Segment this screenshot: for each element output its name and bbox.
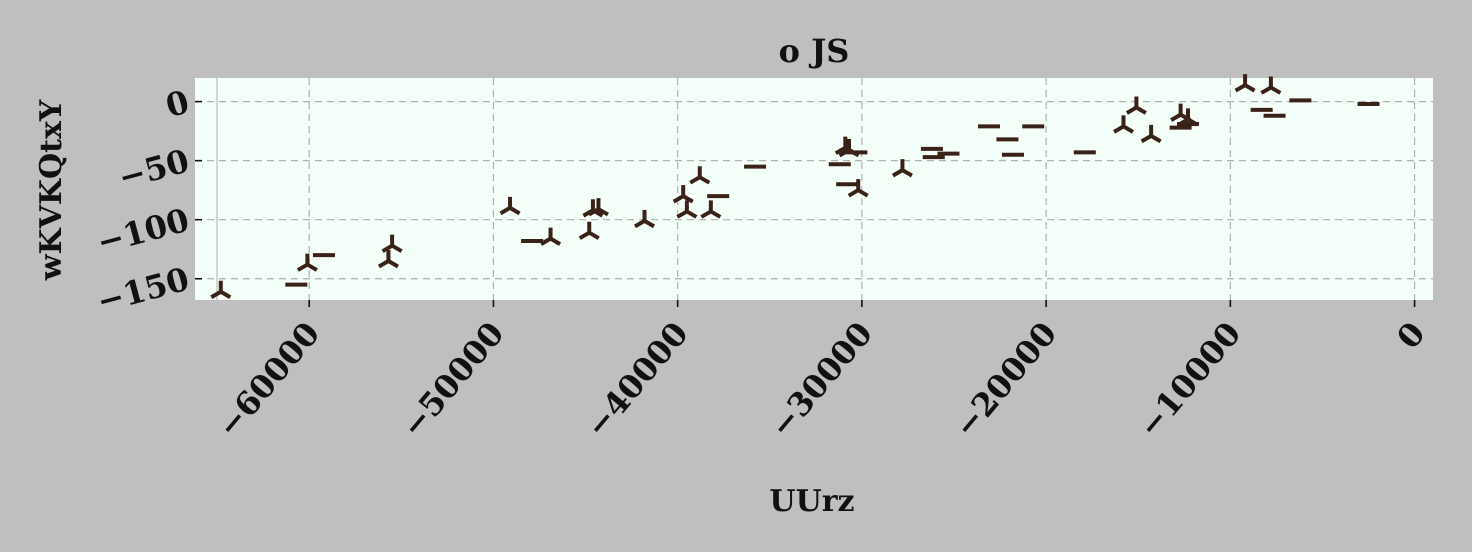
tri-down-marker [847, 179, 869, 198]
tri-down-marker [689, 166, 711, 185]
tri-down-marker [587, 198, 609, 217]
tri-down-marker [676, 200, 698, 219]
grid-lines [195, 78, 1433, 300]
tri-down-marker [499, 196, 521, 216]
tri-down-marker [672, 185, 694, 204]
tri-down-marker [1125, 96, 1147, 115]
tri-down-marker [891, 159, 913, 178]
data-markers [210, 74, 1380, 299]
tri-down-marker [700, 200, 722, 219]
tri-down-marker [296, 253, 318, 272]
tri-down-marker [1112, 115, 1135, 134]
tri-down-marker [381, 234, 403, 253]
x-axis-label: UUrz [769, 484, 854, 519]
chart-title: o JS [779, 32, 850, 70]
y-axis-label: wKVKQtxY [34, 99, 69, 281]
tri-down-marker [1140, 124, 1162, 144]
tri-down-marker [1260, 76, 1282, 95]
tri-down-marker [377, 250, 399, 269]
tri-down-marker [210, 280, 232, 299]
plot-area [195, 78, 1433, 300]
tri-down-marker [540, 227, 562, 246]
tri-down-marker [634, 209, 656, 229]
tri-down-marker [1234, 74, 1256, 93]
tri-down-marker [578, 221, 600, 240]
